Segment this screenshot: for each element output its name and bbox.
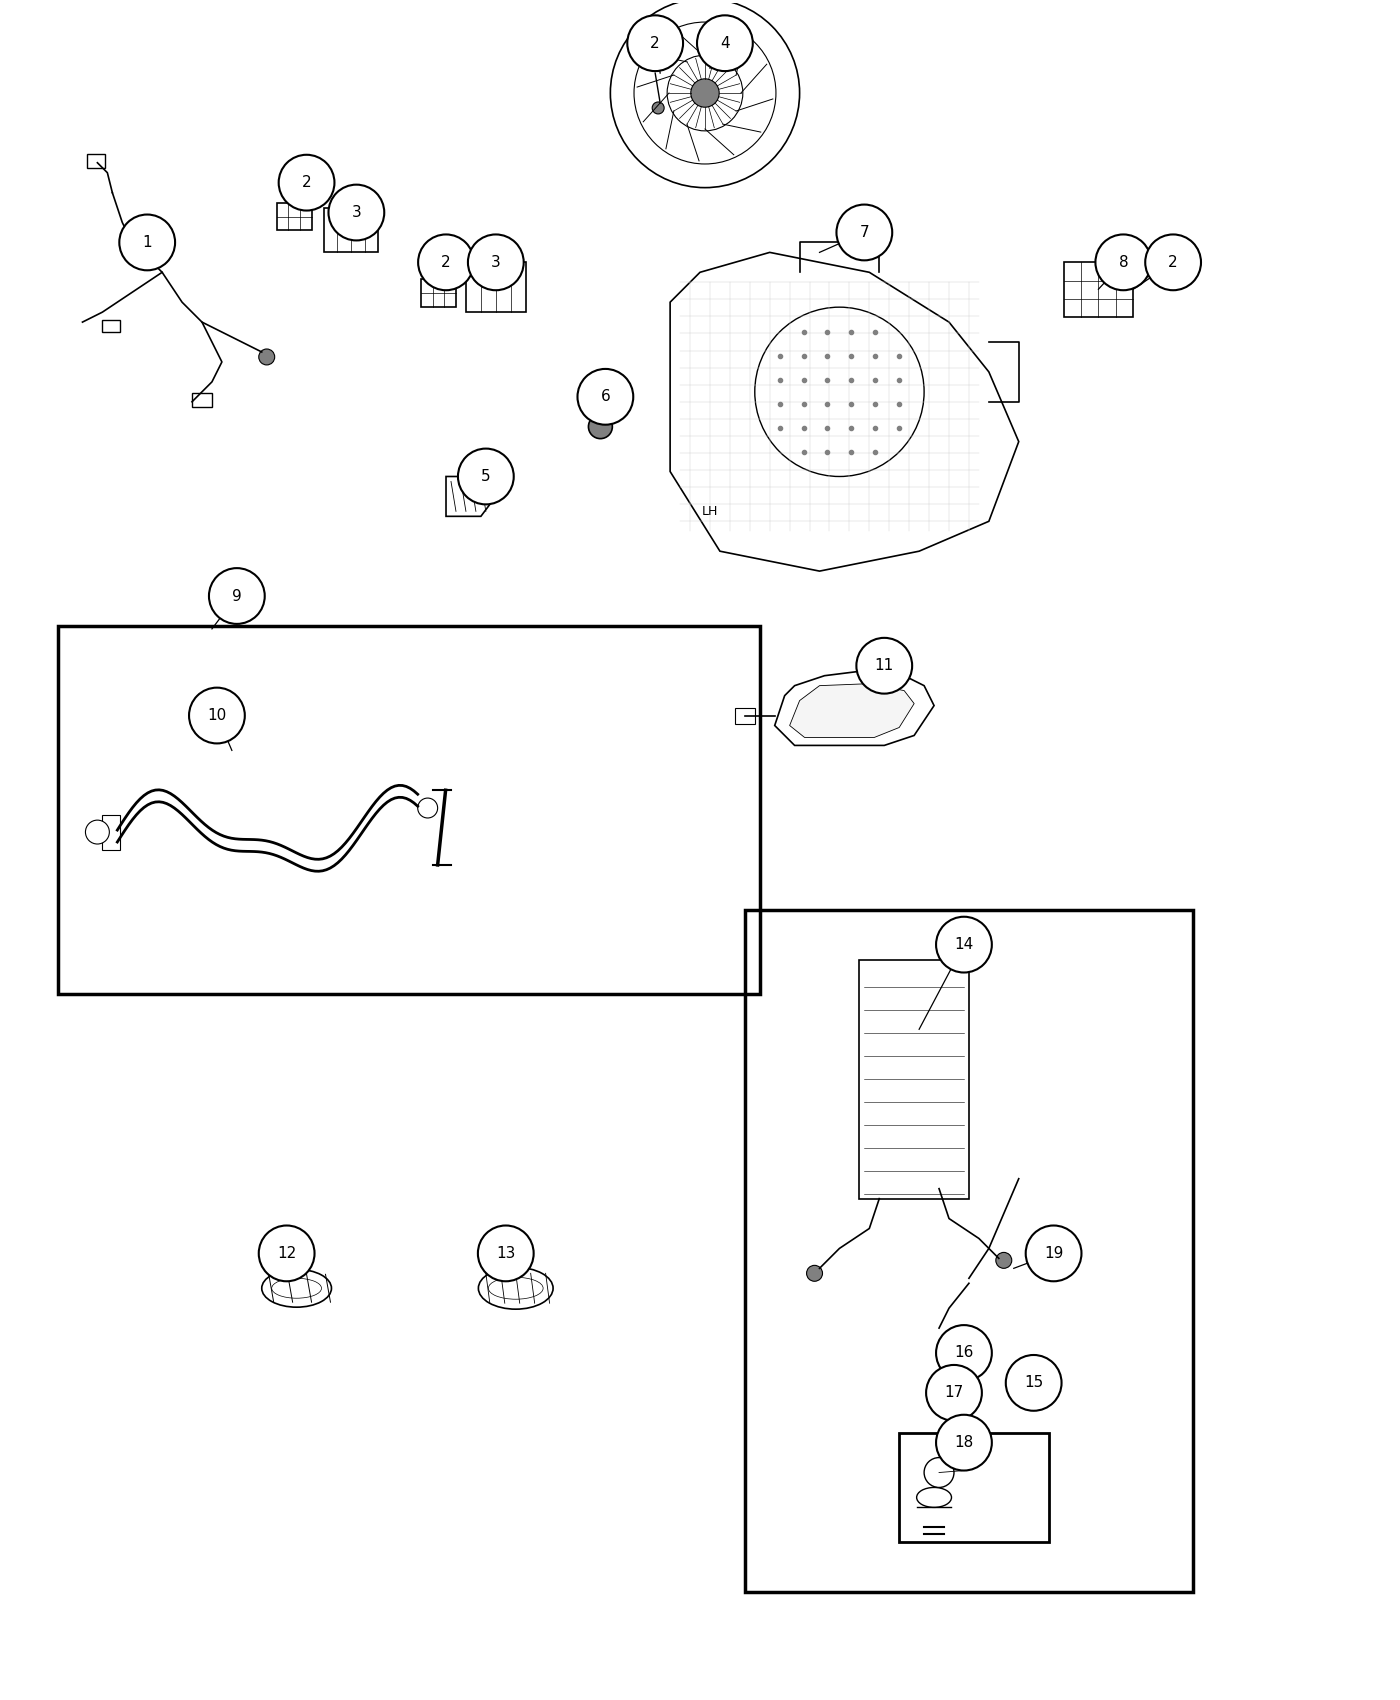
Circle shape [1095,235,1151,291]
Text: 13: 13 [496,1246,515,1261]
Circle shape [1026,1226,1081,1282]
Circle shape [588,415,612,439]
Circle shape [697,15,753,71]
Polygon shape [671,252,1019,571]
Circle shape [85,819,109,843]
Circle shape [925,1365,981,1421]
Circle shape [119,214,175,270]
Circle shape [995,1253,1012,1268]
Circle shape [652,102,664,114]
Circle shape [1145,235,1201,291]
Circle shape [259,1226,315,1282]
Text: 8: 8 [1119,255,1128,270]
Circle shape [924,1457,953,1488]
Circle shape [209,568,265,624]
Text: 2: 2 [651,36,659,51]
Text: 6: 6 [601,389,610,405]
Text: 3: 3 [351,206,361,219]
Text: 15: 15 [1023,1375,1043,1391]
Bar [1064,262,1133,318]
Circle shape [477,1226,533,1282]
Circle shape [836,204,892,260]
Text: 18: 18 [955,1435,973,1450]
Text: 5: 5 [482,469,490,484]
Bar [102,814,120,850]
Circle shape [937,1324,991,1380]
Circle shape [419,235,475,291]
Circle shape [690,78,720,107]
Text: 4: 4 [720,36,729,51]
Circle shape [627,15,683,71]
Circle shape [417,797,438,818]
Text: 2: 2 [441,255,451,270]
Text: 2: 2 [302,175,311,190]
Bar [745,910,1193,1591]
Text: 16: 16 [955,1345,973,1360]
Circle shape [806,1265,823,1282]
Bar [735,707,755,724]
Text: 11: 11 [875,658,893,673]
Bar [323,207,378,252]
Text: LH: LH [701,505,718,518]
Polygon shape [790,683,914,738]
Bar [899,1433,1049,1542]
Circle shape [279,155,335,211]
Circle shape [937,1414,991,1470]
Text: 2: 2 [1169,255,1177,270]
Bar [102,320,120,332]
Circle shape [468,235,524,291]
Ellipse shape [479,1266,553,1309]
Circle shape [937,916,991,972]
Bar [860,959,969,1198]
Circle shape [458,449,514,505]
Circle shape [857,638,913,694]
Text: 3: 3 [491,255,501,270]
Text: 9: 9 [232,588,242,604]
Circle shape [1005,1355,1061,1411]
Bar [192,393,211,406]
Polygon shape [774,672,934,745]
Text: 17: 17 [945,1386,963,1401]
Bar [87,153,105,168]
Bar [57,626,760,994]
Bar [466,262,525,313]
Bar [277,202,312,231]
Bar [421,279,456,308]
Circle shape [329,185,384,240]
Ellipse shape [917,1488,952,1508]
Text: 7: 7 [860,224,869,240]
Ellipse shape [262,1270,332,1307]
Circle shape [577,369,633,425]
Circle shape [189,687,245,743]
Circle shape [259,348,274,366]
Text: 10: 10 [207,707,227,722]
Text: 14: 14 [955,937,973,952]
Text: 12: 12 [277,1246,297,1261]
Polygon shape [447,476,496,517]
Text: 19: 19 [1044,1246,1063,1261]
Text: 1: 1 [143,235,153,250]
